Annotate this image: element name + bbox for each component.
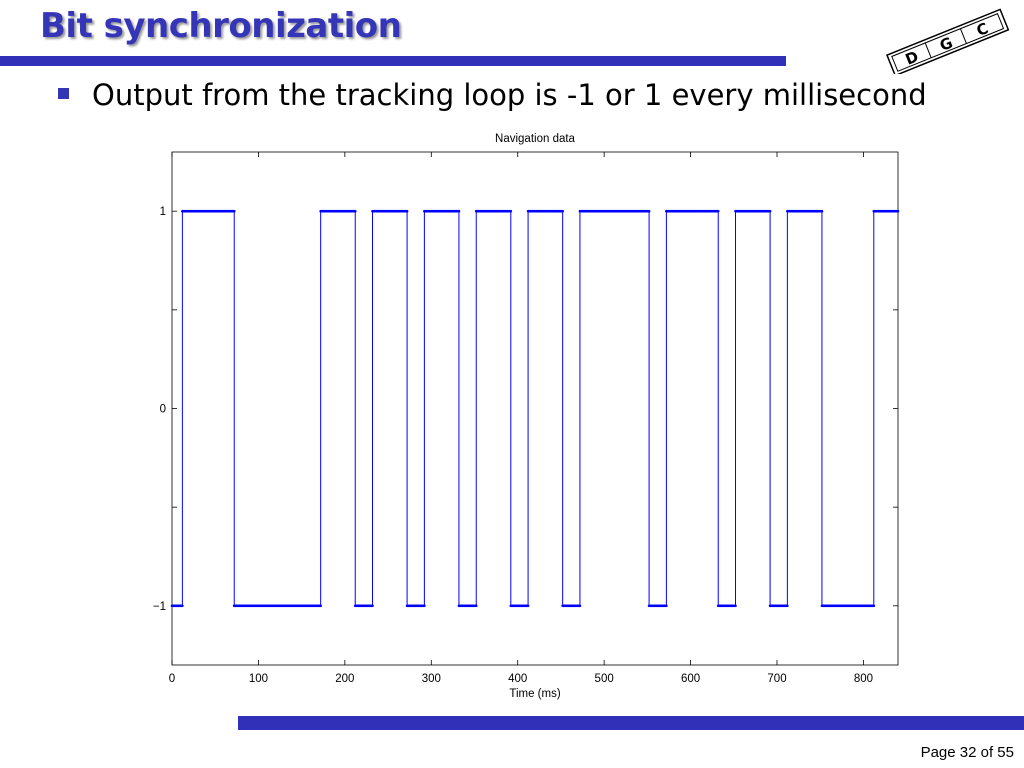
plot-frame	[171, 151, 899, 666]
data-point	[509, 209, 513, 213]
data-point	[319, 604, 322, 608]
bullet-square-icon	[58, 88, 69, 99]
data-point	[734, 604, 737, 608]
title-underline-bar	[0, 56, 786, 66]
data-point	[578, 604, 582, 608]
y-tick-label: 0	[160, 404, 166, 416]
data-point	[181, 604, 184, 608]
x-tick-label: 300	[422, 673, 441, 685]
data-point	[474, 604, 478, 608]
navigation-data-chart: Navigation data 0 100 200 300 400 500 600 700 800…	[153, 133, 900, 700]
x-tick-label: 200	[335, 673, 354, 685]
chart-title: Navigation data	[495, 133, 576, 145]
data-point	[371, 604, 374, 608]
bullet-text: Output from the tracking loop is -1 or 1…	[92, 78, 927, 112]
data-point	[353, 209, 357, 213]
y-tick-label: 1	[160, 206, 166, 218]
slide-title: Bit synchronization	[40, 6, 402, 46]
x-tick-label: 400	[508, 673, 527, 685]
x-tick-label: 700	[767, 673, 786, 685]
x-axis-label: Time (ms)	[509, 688, 560, 700]
data-point	[647, 209, 651, 213]
data-point	[896, 209, 900, 213]
logo-letter-c: C	[974, 19, 991, 40]
data-point	[872, 604, 876, 608]
data-point	[232, 209, 236, 213]
data-point	[457, 209, 461, 213]
x-tick-label: 500	[595, 673, 614, 685]
data-point	[526, 604, 530, 608]
y-tick-label: −1	[153, 601, 166, 613]
data-point	[716, 209, 720, 213]
page-number: Page 32 of 55	[920, 744, 1014, 761]
data-point	[820, 209, 824, 213]
data-point	[405, 209, 409, 213]
data-point	[665, 604, 668, 608]
dgc-logo-icon: D G C	[886, 8, 1010, 74]
footer-bar	[238, 716, 1024, 730]
x-tick-label: 800	[854, 673, 873, 685]
x-tick-label: 600	[681, 673, 700, 685]
x-tick-label: 0	[169, 673, 175, 685]
x-tick-label: 100	[249, 673, 268, 685]
series-line	[172, 210, 898, 607]
data-point	[423, 604, 426, 608]
data-point	[786, 604, 789, 608]
data-point	[768, 209, 772, 213]
data-point	[561, 209, 564, 213]
